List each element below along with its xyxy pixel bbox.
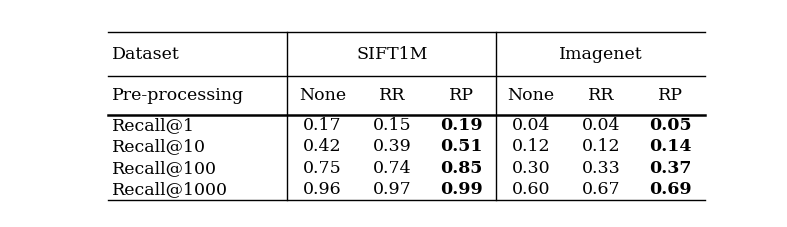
- Text: 0.60: 0.60: [512, 181, 550, 198]
- Text: RP: RP: [658, 87, 683, 104]
- Text: 0.30: 0.30: [512, 160, 550, 177]
- Text: 0.19: 0.19: [440, 117, 483, 134]
- Text: RP: RP: [449, 87, 474, 104]
- Text: Imagenet: Imagenet: [559, 46, 643, 63]
- Text: 0.15: 0.15: [372, 117, 412, 134]
- Text: 0.69: 0.69: [649, 181, 692, 198]
- Text: 0.67: 0.67: [582, 181, 620, 198]
- Text: 0.12: 0.12: [582, 138, 620, 155]
- Text: 0.99: 0.99: [440, 181, 483, 198]
- Text: Recall@1000: Recall@1000: [113, 181, 228, 198]
- Text: Dataset: Dataset: [113, 46, 180, 63]
- Text: SIFT1M: SIFT1M: [357, 46, 427, 63]
- Text: None: None: [299, 87, 345, 104]
- Text: 0.05: 0.05: [649, 117, 692, 134]
- Text: 0.14: 0.14: [649, 138, 692, 155]
- Text: 0.37: 0.37: [649, 160, 692, 177]
- Text: Pre-processing: Pre-processing: [113, 87, 245, 104]
- Text: 0.85: 0.85: [441, 160, 482, 177]
- Text: 0.75: 0.75: [303, 160, 342, 177]
- Text: Recall@1: Recall@1: [113, 117, 195, 134]
- Text: Recall@100: Recall@100: [113, 160, 217, 177]
- Text: 0.51: 0.51: [440, 138, 482, 155]
- Text: 0.12: 0.12: [512, 138, 550, 155]
- Text: 0.04: 0.04: [512, 117, 550, 134]
- Text: RR: RR: [588, 87, 614, 104]
- Text: 0.97: 0.97: [372, 181, 412, 198]
- Text: 0.42: 0.42: [303, 138, 342, 155]
- Text: Recall@10: Recall@10: [113, 138, 206, 155]
- Text: 0.39: 0.39: [372, 138, 412, 155]
- Text: 0.74: 0.74: [372, 160, 412, 177]
- Text: 0.33: 0.33: [582, 160, 620, 177]
- Text: None: None: [508, 87, 555, 104]
- Text: 0.04: 0.04: [582, 117, 620, 134]
- Text: RR: RR: [379, 87, 405, 104]
- Text: 0.17: 0.17: [303, 117, 342, 134]
- Text: 0.96: 0.96: [303, 181, 342, 198]
